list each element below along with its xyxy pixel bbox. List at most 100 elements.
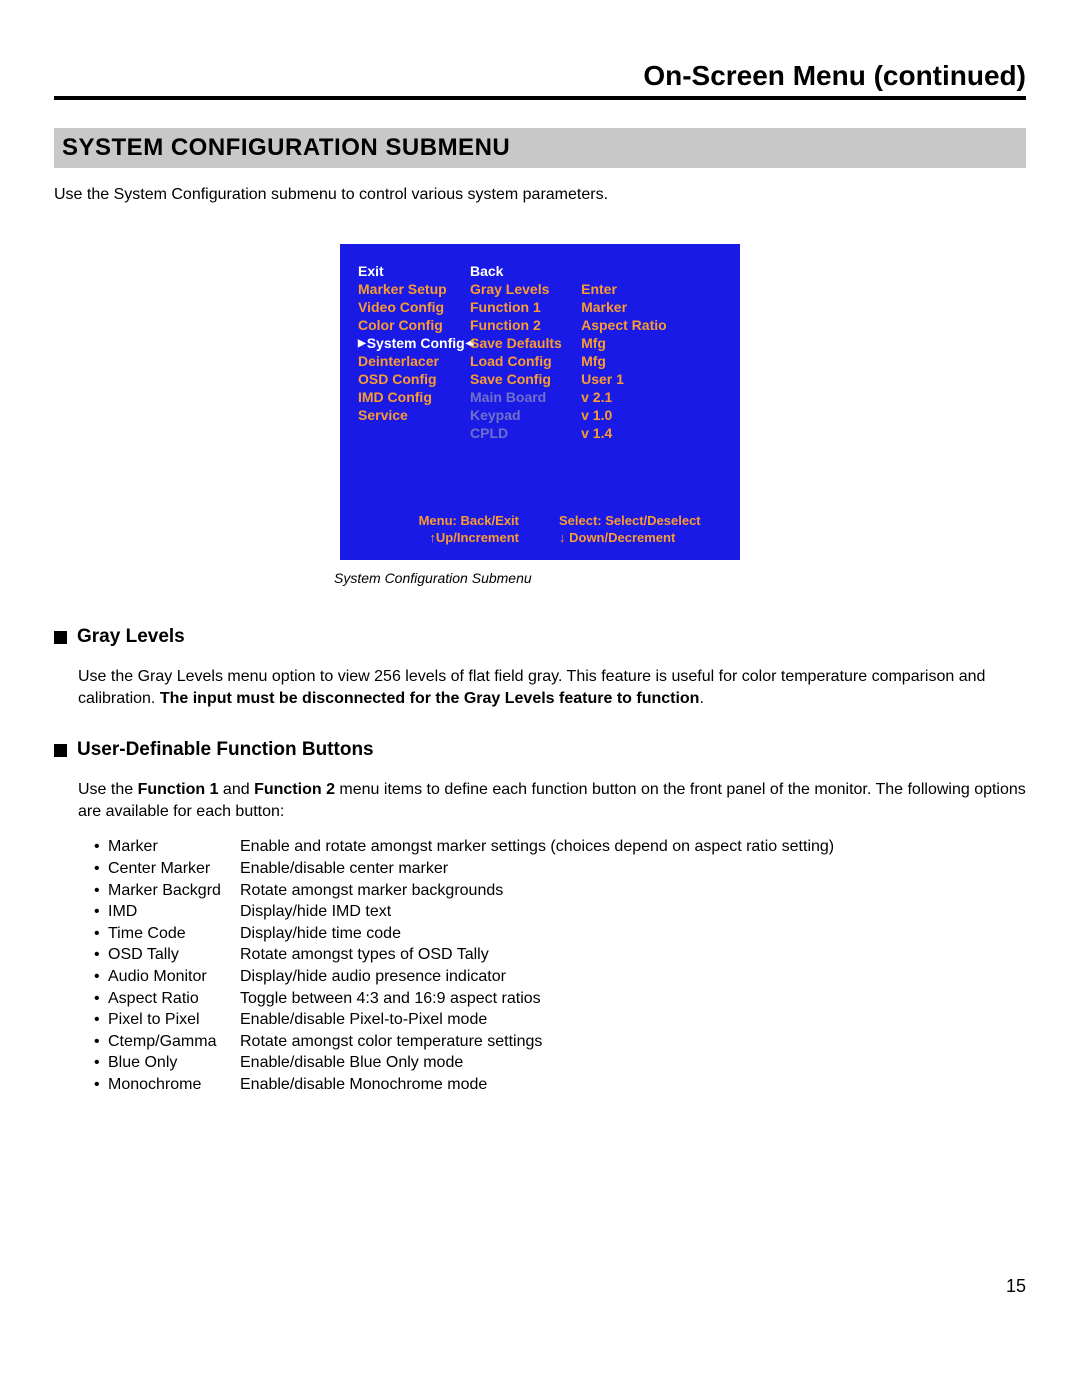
osd-menu-item: Load Config — [470, 352, 581, 370]
osd-menu-item: Video Config — [358, 298, 470, 316]
heading-udf: User-Definable Function Buttons — [54, 739, 1026, 761]
option-name: OSD Tally — [108, 944, 240, 966]
osd-menu-footer: Menu: Back/Exit ↑Up/Increment Select: Se… — [358, 512, 720, 546]
page-number: 15 — [54, 1276, 1026, 1297]
osd-menu-item-label: System Config — [367, 335, 465, 351]
option-desc: Rotate amongst marker backgrounds — [240, 880, 1026, 902]
option-name: Time Code — [108, 923, 240, 945]
osd-menu-item: Save Config — [470, 370, 581, 388]
triangle-right-icon: ▶ — [358, 335, 366, 353]
page-header: On-Screen Menu (continued) — [54, 60, 1026, 100]
page-header-title: On-Screen Menu (continued) — [643, 60, 1026, 91]
bullet-icon: • — [94, 1031, 108, 1053]
option-row: •Time CodeDisplay/hide time code — [94, 923, 1026, 945]
option-row: •Ctemp/GammaRotate amongst color tempera… — [94, 1031, 1026, 1053]
osd-menu-item: User 1 — [581, 370, 720, 388]
osd-menu-item: Deinterlacer — [358, 352, 470, 370]
bullet-icon: • — [94, 1009, 108, 1031]
osd-menu-col-3: EnterMarkerAspect RatioMfgMfgUser 1v 2.1… — [581, 258, 720, 442]
option-row: •Marker BackgrdRotate amongst marker bac… — [94, 880, 1026, 902]
osd-menu-footer-right: Select: Select/Deselect ↓ Down/Decrement — [539, 512, 720, 546]
option-row: •Center MarkerEnable/disable center mark… — [94, 858, 1026, 880]
option-desc: Rotate amongst color temperature setting… — [240, 1031, 1026, 1053]
udf-paragraph: Use the Function 1 and Function 2 menu i… — [78, 779, 1026, 822]
option-desc: Display/hide IMD text — [240, 901, 1026, 923]
option-name: Monochrome — [108, 1074, 240, 1096]
option-row: •Pixel to PixelEnable/disable Pixel-to-P… — [94, 1009, 1026, 1031]
osd-menu-col-2: BackGray LevelsFunction 1Function 2Save … — [470, 258, 581, 442]
option-name: Ctemp/Gamma — [108, 1031, 240, 1053]
osd-menu-item: Function 1 — [470, 298, 581, 316]
osd-menu-item: Marker — [581, 298, 720, 316]
osd-menu-item: CPLD — [470, 424, 581, 442]
option-desc: Enable and rotate amongst marker setting… — [240, 836, 1026, 858]
bullet-icon: • — [94, 858, 108, 880]
option-name: Audio Monitor — [108, 966, 240, 988]
option-desc: Enable/disable Blue Only mode — [240, 1052, 1026, 1074]
option-row: •Aspect RatioToggle between 4:3 and 16:9… — [94, 988, 1026, 1010]
heading-gray-levels: Gray Levels — [54, 626, 1026, 648]
osd-menu-item: ▶System Config◀ — [358, 334, 470, 352]
osd-menu-item: Mfg — [581, 334, 720, 352]
option-name: IMD — [108, 901, 240, 923]
option-row: •MarkerEnable and rotate amongst marker … — [94, 836, 1026, 858]
udf-p1-c: and — [218, 781, 254, 798]
osd-footer-up: ↑Up/Increment — [358, 529, 519, 546]
osd-menu-item: OSD Config — [358, 370, 470, 388]
bullet-icon: • — [94, 901, 108, 923]
option-row: •MonochromeEnable/disable Monochrome mod… — [94, 1074, 1026, 1096]
option-row: •Audio MonitorDisplay/hide audio presenc… — [94, 966, 1026, 988]
bullet-square-icon — [54, 631, 67, 644]
heading-gray-levels-text: Gray Levels — [77, 626, 185, 648]
option-row: •OSD TallyRotate amongst types of OSD Ta… — [94, 944, 1026, 966]
osd-menu-item: v 1.0 — [581, 406, 720, 424]
osd-menu-item — [581, 262, 720, 280]
option-desc: Enable/disable Pixel-to-Pixel mode — [240, 1009, 1026, 1031]
option-name: Pixel to Pixel — [108, 1009, 240, 1031]
osd-menu-item: Gray Levels — [470, 280, 581, 298]
bullet-icon: • — [94, 1074, 108, 1096]
bullet-icon: • — [94, 836, 108, 858]
osd-menu: ExitMarker SetupVideo ConfigColor Config… — [340, 244, 740, 560]
option-row: •Blue OnlyEnable/disable Blue Only mode — [94, 1052, 1026, 1074]
osd-menu-item: Exit — [358, 262, 470, 280]
osd-menu-item: v 2.1 — [581, 388, 720, 406]
option-desc: Rotate amongst types of OSD Tally — [240, 944, 1026, 966]
osd-menu-item: Color Config — [358, 316, 470, 334]
section-title-bar: SYSTEM CONFIGURATION SUBMENU — [54, 128, 1026, 168]
bullet-icon: • — [94, 944, 108, 966]
osd-menu-item: Enter — [581, 280, 720, 298]
udf-p1-b2: Function 2 — [254, 781, 335, 798]
option-row: •IMDDisplay/hide IMD text — [94, 901, 1026, 923]
udf-p1-a: Use the — [78, 781, 138, 798]
option-desc: Display/hide time code — [240, 923, 1026, 945]
osd-footer-select: Select: Select/Deselect — [559, 512, 720, 529]
udf-option-list: •MarkerEnable and rotate amongst marker … — [94, 836, 1026, 1095]
udf-p1-b1: Function 1 — [138, 781, 219, 798]
bullet-icon: • — [94, 880, 108, 902]
bullet-icon: • — [94, 966, 108, 988]
intro-text: Use the System Configuration submenu to … — [54, 186, 1026, 204]
gray-levels-p1-bold: The input must be disconnected for the G… — [160, 690, 700, 707]
option-name: Marker — [108, 836, 240, 858]
option-name: Center Marker — [108, 858, 240, 880]
option-name: Blue Only — [108, 1052, 240, 1074]
osd-footer-back: Menu: Back/Exit — [358, 512, 519, 529]
option-name: Aspect Ratio — [108, 988, 240, 1010]
bullet-square-icon — [54, 744, 67, 757]
option-desc: Display/hide audio presence indicator — [240, 966, 1026, 988]
bullet-icon: • — [94, 923, 108, 945]
osd-menu-item: Function 2 — [470, 316, 581, 334]
osd-menu-item: Keypad — [470, 406, 581, 424]
heading-udf-text: User-Definable Function Buttons — [77, 739, 374, 761]
osd-menu-item: Service — [358, 406, 470, 424]
osd-menu-footer-left: Menu: Back/Exit ↑Up/Increment — [358, 512, 539, 546]
bullet-icon: • — [94, 1052, 108, 1074]
gray-levels-paragraph: Use the Gray Levels menu option to view … — [78, 666, 1026, 709]
osd-menu-item: IMD Config — [358, 388, 470, 406]
osd-menu-item: Main Board — [470, 388, 581, 406]
bullet-icon: • — [94, 988, 108, 1010]
osd-menu-item: Save Defaults — [470, 334, 581, 352]
osd-footer-down: ↓ Down/Decrement — [559, 529, 720, 546]
option-desc: Enable/disable Monochrome mode — [240, 1074, 1026, 1096]
